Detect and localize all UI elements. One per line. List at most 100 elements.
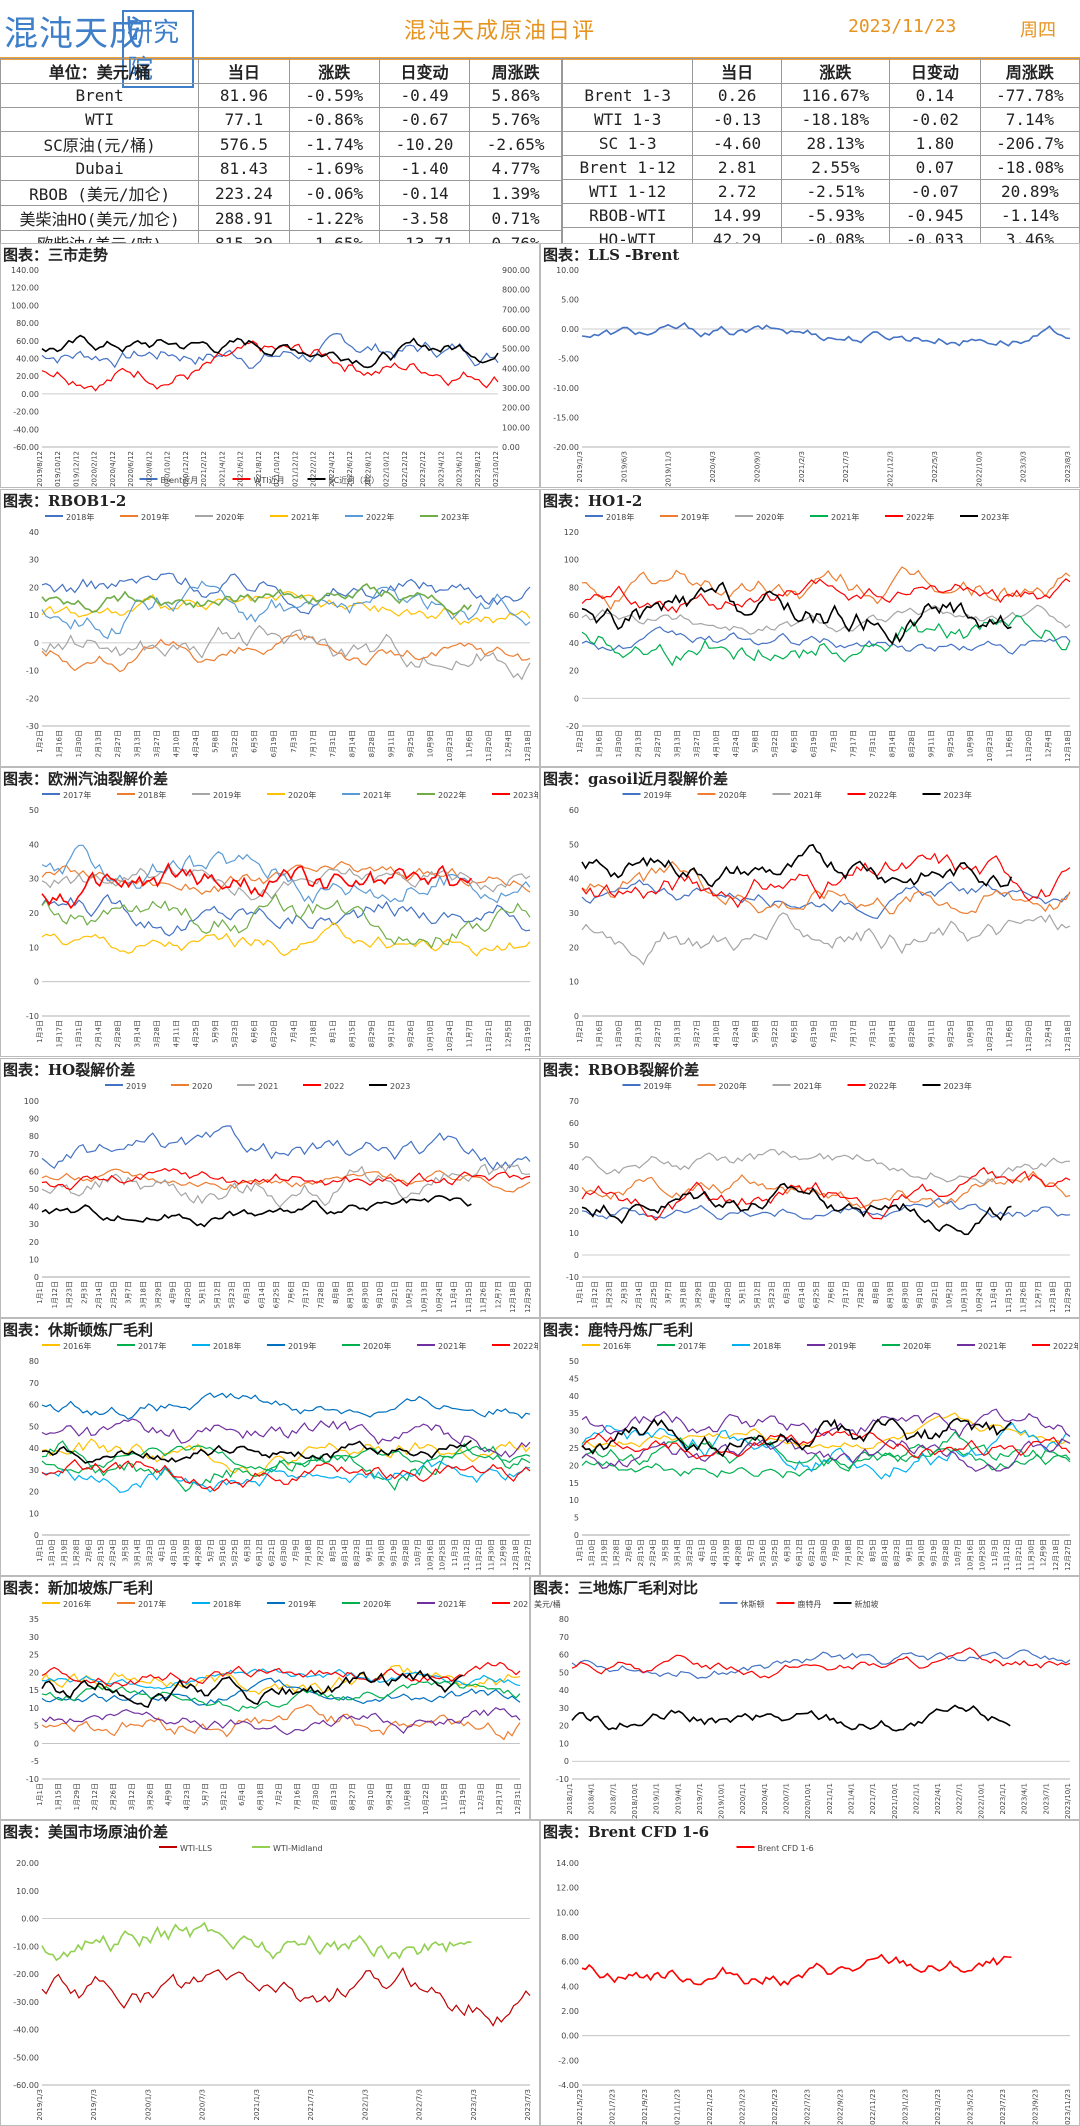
x-tick-label: 5月8日 [212, 730, 220, 753]
x-tick-label: 9月19日 [930, 1539, 938, 1566]
table-header-cell: 周涨跌 [469, 58, 562, 84]
x-tick-label: 1月23日 [66, 1281, 74, 1308]
y-tick-label: -30 [26, 722, 39, 731]
row-label: WTI 1-3 [561, 107, 694, 132]
y-tick-label: -10.00 [13, 1942, 39, 1951]
y-tick-label: 70 [29, 1150, 39, 1159]
y-tick-label: 80.00 [16, 319, 39, 328]
table-cell: -1.40 [378, 156, 471, 181]
x-tick-label: 11月20日 [1025, 1020, 1033, 1052]
svg-text:2019年: 2019年 [681, 512, 709, 522]
table-cell: 2.55% [780, 155, 890, 180]
x-tick-label: 3月13日 [134, 730, 142, 757]
legend-item: 2022年 [492, 1599, 528, 1609]
x-tick-label: 5月22日 [771, 1020, 779, 1047]
y-tick-label: -5.00 [558, 355, 579, 364]
series-line [581, 566, 1071, 611]
x-tick-label: 5月7日 [207, 1539, 215, 1562]
y-tick-label: 10 [569, 1496, 579, 1505]
x-tick-label: 3月29日 [694, 1281, 702, 1308]
x-tick-label: 11月6日 [465, 730, 473, 757]
x-tick-label: 2019/7/1 [696, 1783, 704, 1814]
x-tick-label: 2021/4/12 [218, 451, 226, 487]
x-tick-label: 3月14日 [134, 1539, 142, 1566]
series-line [41, 1677, 521, 1706]
y-tick-label: 30 [569, 1427, 579, 1436]
chart-panel-c6: 图表：gasoil近月裂解价差 2019年 2020年 2021年 2022年 2023年… [540, 767, 1080, 1057]
x-tick-label: 2022/6/12 [346, 451, 354, 487]
legend-item: 2017年 [42, 790, 91, 800]
legend-item: 2020年 [697, 790, 747, 800]
table-cell: 288.91 [198, 205, 290, 231]
svg-text:新加坡: 新加坡 [855, 1599, 879, 1609]
svg-text:2019年: 2019年 [288, 1341, 316, 1351]
x-tick-label: 2020/4/3 [709, 451, 717, 482]
legend-item: 2021年 [810, 512, 859, 522]
x-tick-label: 4月20日 [724, 1281, 732, 1308]
svg-text:2019年: 2019年 [644, 1081, 672, 1091]
x-tick-label: 8月5日 [869, 1539, 877, 1562]
x-tick-label: 2023/7/23 [999, 2089, 1007, 2125]
legend-item: 2018年 [192, 1599, 241, 1609]
y-tick-label: 30 [29, 1220, 39, 1229]
chart-title: 图表：三地炼厂毛利对比 [533, 1579, 699, 1597]
legend-item: 休斯顿 [719, 1599, 765, 1609]
y-tick-label: 70 [569, 1097, 579, 1106]
svg-text:2020年: 2020年 [719, 1081, 747, 1091]
legend-item: 2023年 [420, 512, 469, 522]
y-tick-label: 90 [29, 1115, 39, 1124]
x-tick-label: 9月1日 [905, 1539, 913, 1562]
series-line [581, 322, 1071, 347]
svg-text:2019年: 2019年 [644, 790, 672, 800]
chart-title: 图表：欧洲汽油裂解价差 [3, 770, 169, 788]
svg-text:2020年: 2020年 [756, 512, 784, 522]
legend-item: 2019年 [622, 790, 672, 800]
y-tick-label: 40 [29, 1203, 39, 1212]
legend-item: 2017年 [657, 1341, 706, 1351]
chart-title: 图表：RBOB裂解价差 [543, 1061, 700, 1079]
x-tick-label: 1月12日 [51, 1281, 59, 1308]
chart-title: 图表：休斯顿炼厂毛利 [3, 1321, 154, 1339]
svg-text:2022年: 2022年 [438, 790, 466, 800]
x-tick-label: 2022/1/1 [912, 1783, 920, 1814]
x-tick-label: 5月7日 [201, 1783, 209, 1806]
x-tick-label: 2022/7/23 [804, 2089, 812, 2125]
x-tick-label: 10月8日 [404, 1783, 412, 1810]
x-tick-label: 7月17日 [842, 1281, 850, 1308]
y-tick-label: 60 [569, 1119, 579, 1128]
x-tick-label: 2022/1/3 [361, 2089, 369, 2120]
x-tick-label: 4月10日 [713, 730, 721, 757]
x-tick-label: 7月2日 [275, 1783, 283, 1806]
x-tick-label: 2月24日 [109, 1539, 117, 1566]
table-cell: 4.77% [469, 156, 562, 181]
y-tick-label: 0 [574, 1012, 579, 1021]
x-tick-label: 3月27日 [153, 730, 161, 757]
x-tick-label: 9月21日 [931, 1281, 939, 1308]
y-tick-label: 0 [574, 1251, 579, 1260]
x-tick-label: 10月9日 [426, 730, 434, 757]
series-line [41, 922, 531, 957]
svg-text:WTI近月: WTI近月 [254, 475, 285, 485]
legend-item: Brent CFD 1-6 [736, 1844, 814, 1853]
y-tick-label: -20 [566, 722, 579, 731]
x-tick-label: 9月11日 [927, 730, 935, 757]
table-cell: -2.51% [780, 179, 890, 204]
y-tick-label: 15 [569, 1479, 579, 1488]
x-tick-label: 11月21日 [475, 1539, 483, 1571]
table-cell: -2.65% [469, 131, 562, 157]
x-tick-label: 1月1日 [36, 1281, 44, 1304]
svg-text:2021年: 2021年 [438, 1599, 466, 1609]
x-tick-label: 2月6日 [85, 1539, 93, 1562]
chart-svg: 2018年 2019年 2020年 2021年 2022年 2023年 -20 0 20 40 60… [564, 512, 1072, 762]
x-tick-label: 11月7日 [465, 1020, 473, 1047]
x-tick-label: 9月28日 [402, 1539, 410, 1566]
x-tick-label: 2022/2/12 [310, 451, 318, 487]
chart-svg: 2016年2017年2018年2019年2020年2021年2022年2023年… [26, 1599, 528, 1815]
x-tick-label: 8月19日 [347, 1281, 355, 1308]
x-tick-label: 6月12日 [796, 1539, 804, 1566]
x-tick-label: 2月15日 [637, 1539, 645, 1566]
series-line [581, 1148, 1070, 1185]
x-tick-label: 3月12日 [128, 1783, 136, 1810]
x-tick-label: 2月27日 [654, 1020, 662, 1047]
report-date: 2023/11/23 [848, 16, 957, 37]
